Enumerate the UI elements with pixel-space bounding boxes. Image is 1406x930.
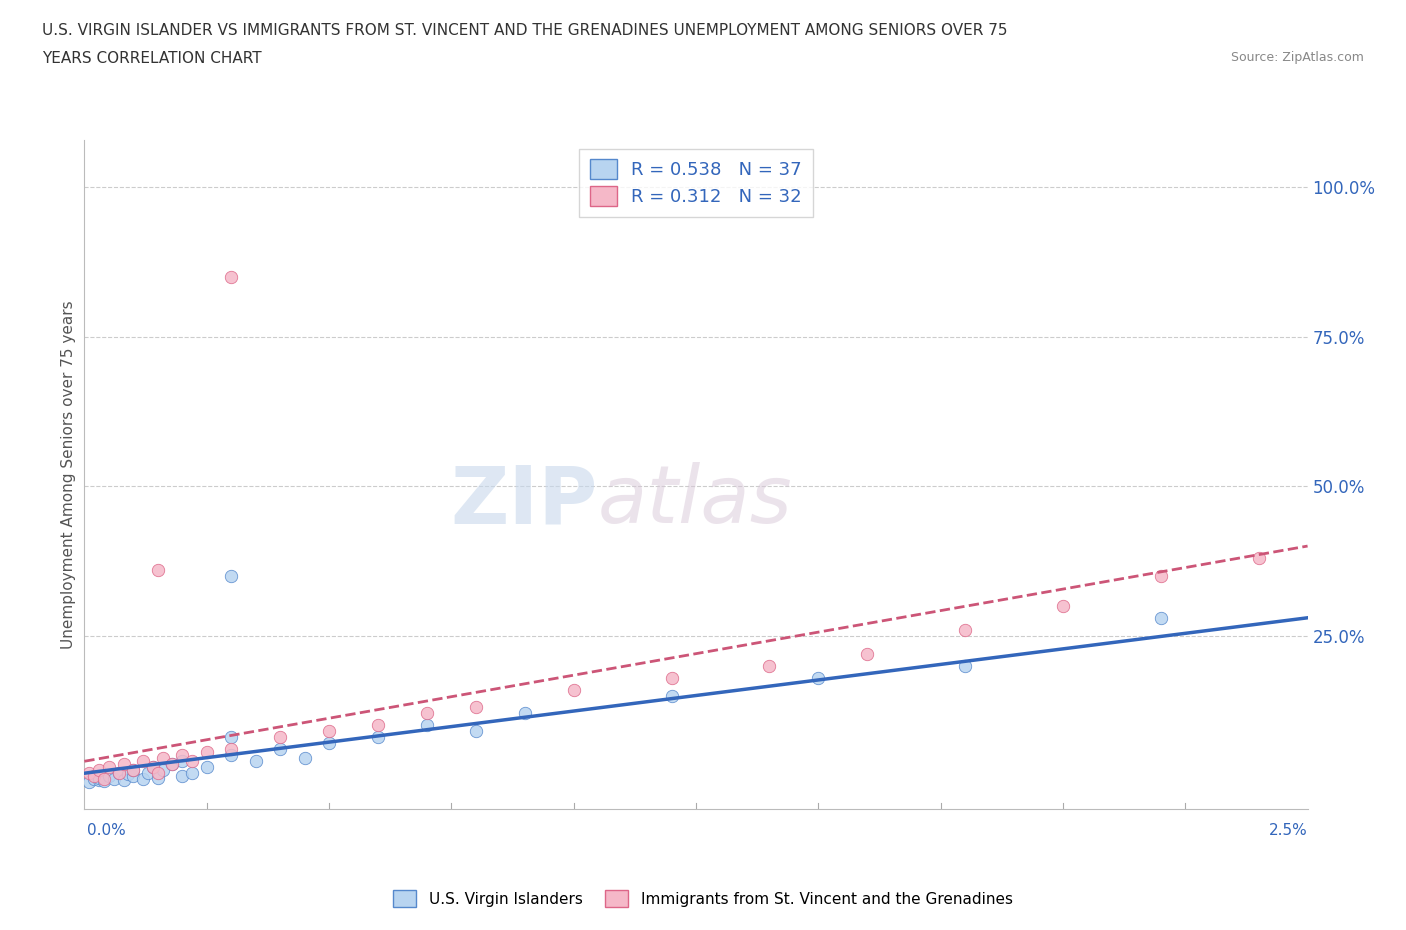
Point bbox=[107, 765, 129, 780]
Point bbox=[132, 754, 155, 769]
Text: 0.0%: 0.0% bbox=[87, 823, 127, 838]
Point bbox=[953, 658, 976, 673]
Point bbox=[87, 773, 110, 788]
Point bbox=[146, 563, 169, 578]
Text: atlas: atlas bbox=[598, 462, 793, 540]
Point bbox=[245, 754, 267, 769]
Point bbox=[146, 771, 169, 786]
Point bbox=[856, 646, 879, 661]
Point bbox=[181, 754, 204, 769]
Point bbox=[1052, 598, 1074, 613]
Point bbox=[93, 774, 115, 789]
Point bbox=[77, 765, 100, 780]
Point bbox=[162, 757, 184, 772]
Point bbox=[87, 763, 110, 777]
Point bbox=[181, 765, 204, 780]
Legend: U.S. Virgin Islanders, Immigrants from St. Vincent and the Grenadines: U.S. Virgin Islanders, Immigrants from S… bbox=[388, 884, 1018, 913]
Point bbox=[112, 773, 135, 788]
Point bbox=[661, 688, 683, 703]
Point bbox=[117, 767, 139, 782]
Text: U.S. VIRGIN ISLANDER VS IMMIGRANTS FROM ST. VINCENT AND THE GRENADINES UNEMPLOYM: U.S. VIRGIN ISLANDER VS IMMIGRANTS FROM … bbox=[42, 23, 1008, 38]
Point bbox=[142, 760, 165, 775]
Point bbox=[416, 718, 439, 733]
Point bbox=[152, 763, 174, 777]
Point bbox=[195, 760, 218, 775]
Point bbox=[172, 754, 194, 769]
Point bbox=[195, 745, 218, 760]
Text: 2.5%: 2.5% bbox=[1268, 823, 1308, 838]
Legend: R = 0.538   N = 37, R = 0.312   N = 32: R = 0.538 N = 37, R = 0.312 N = 32 bbox=[579, 149, 813, 218]
Point bbox=[83, 769, 105, 784]
Point bbox=[367, 718, 389, 733]
Point bbox=[122, 763, 145, 777]
Point bbox=[219, 748, 242, 763]
Point bbox=[172, 748, 194, 763]
Point bbox=[93, 772, 115, 787]
Point bbox=[318, 724, 340, 738]
Point bbox=[172, 769, 194, 784]
Point bbox=[162, 757, 184, 772]
Point bbox=[513, 706, 536, 721]
Text: YEARS CORRELATION CHART: YEARS CORRELATION CHART bbox=[42, 51, 262, 66]
Point bbox=[132, 772, 155, 787]
Point bbox=[219, 270, 242, 285]
Point bbox=[87, 771, 110, 786]
Point bbox=[97, 769, 120, 784]
Point bbox=[1150, 610, 1173, 625]
Text: Source: ZipAtlas.com: Source: ZipAtlas.com bbox=[1230, 51, 1364, 64]
Point bbox=[758, 658, 780, 673]
Point bbox=[219, 568, 242, 583]
Point bbox=[464, 724, 486, 738]
Point bbox=[107, 765, 129, 780]
Point bbox=[77, 775, 100, 790]
Point bbox=[1150, 568, 1173, 583]
Point bbox=[103, 772, 125, 787]
Point bbox=[661, 671, 683, 685]
Point bbox=[953, 622, 976, 637]
Point bbox=[97, 760, 120, 775]
Point bbox=[146, 765, 169, 780]
Point bbox=[136, 765, 159, 780]
Point bbox=[562, 682, 585, 697]
Point bbox=[152, 751, 174, 765]
Point bbox=[219, 730, 242, 745]
Y-axis label: Unemployment Among Seniors over 75 years: Unemployment Among Seniors over 75 years bbox=[60, 300, 76, 648]
Point bbox=[416, 706, 439, 721]
Point bbox=[269, 730, 291, 745]
Point bbox=[1247, 551, 1270, 565]
Point bbox=[122, 769, 145, 784]
Point bbox=[807, 671, 830, 685]
Point bbox=[83, 772, 105, 787]
Point bbox=[269, 742, 291, 757]
Point bbox=[112, 757, 135, 772]
Point bbox=[122, 763, 145, 777]
Text: ZIP: ZIP bbox=[451, 462, 598, 540]
Point bbox=[464, 700, 486, 715]
Point bbox=[367, 730, 389, 745]
Point bbox=[294, 751, 316, 765]
Point bbox=[219, 742, 242, 757]
Point bbox=[318, 736, 340, 751]
Point bbox=[142, 760, 165, 775]
